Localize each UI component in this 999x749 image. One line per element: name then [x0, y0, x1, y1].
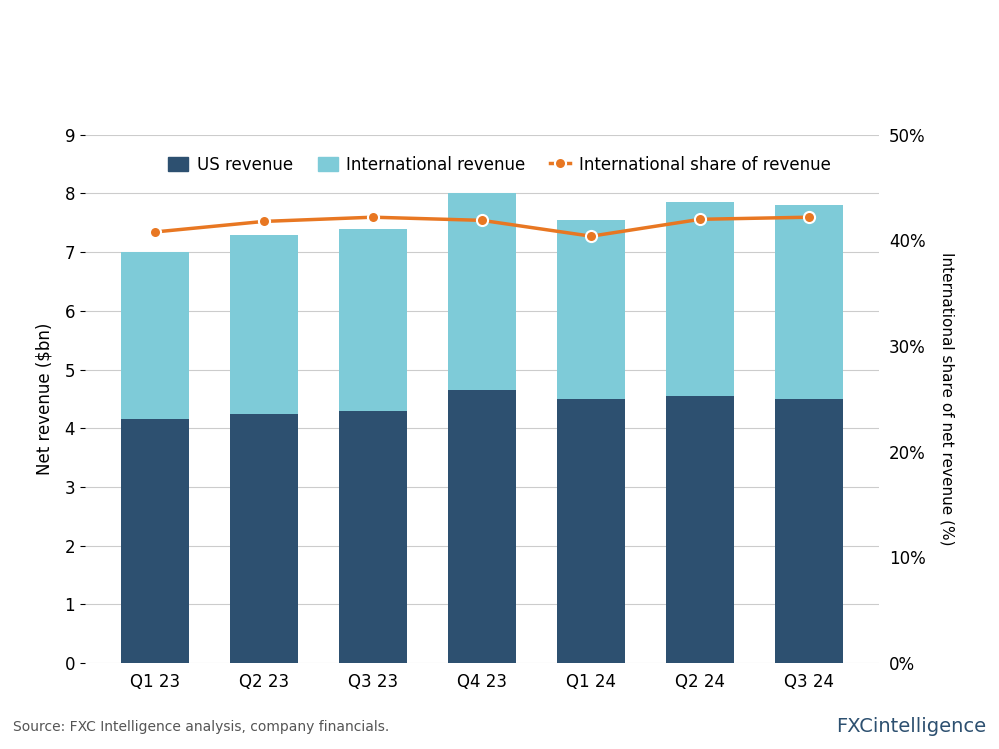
Bar [121, 252, 189, 419]
Y-axis label: International share of net revenue (%): International share of net revenue (%) [939, 252, 954, 545]
Bar [557, 220, 625, 398]
Text: FXCintelligence: FXCintelligence [836, 717, 986, 736]
Bar [230, 234, 298, 413]
Bar [775, 205, 843, 398]
Bar [449, 390, 515, 663]
Text: PayPal currently makes over half its revenue from the US: PayPal currently makes over half its rev… [13, 28, 913, 56]
Bar [666, 396, 734, 663]
Text: PayPal quarterly US and international net revenue and international share: PayPal quarterly US and international ne… [13, 82, 658, 100]
Text: Source: FXC Intelligence analysis, company financials.: Source: FXC Intelligence analysis, compa… [13, 720, 390, 734]
Bar [666, 202, 734, 396]
Bar [121, 419, 189, 663]
Bar [230, 413, 298, 663]
Bar [775, 398, 843, 663]
Bar [449, 193, 515, 390]
Y-axis label: Net revenue ($bn): Net revenue ($bn) [35, 323, 54, 475]
Bar [339, 228, 407, 410]
Legend: US revenue, International revenue, International share of revenue: US revenue, International revenue, Inter… [162, 149, 837, 181]
Bar [339, 410, 407, 663]
Bar [557, 398, 625, 663]
